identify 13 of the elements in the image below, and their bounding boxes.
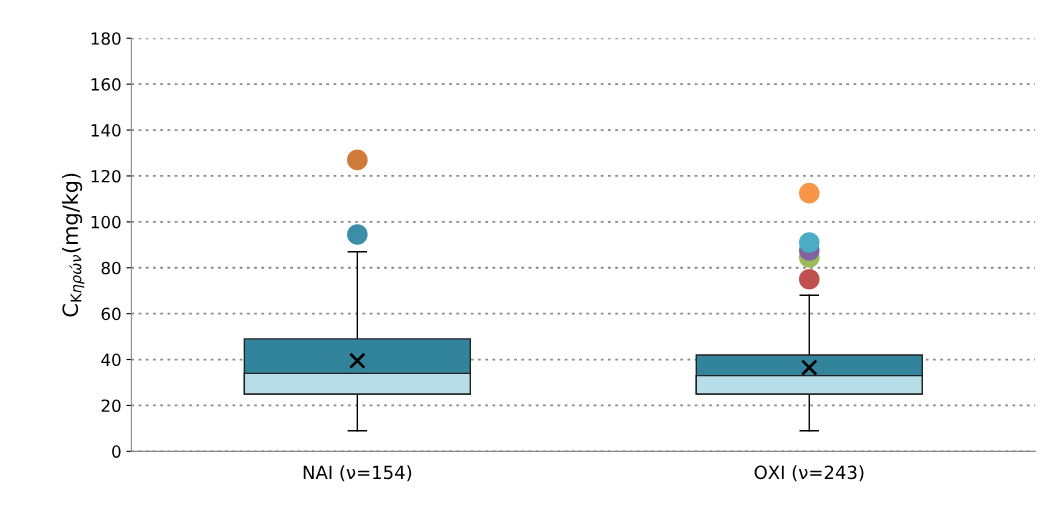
y-tick-label: 120 (91, 169, 121, 183)
y-tick-label: 140 (91, 124, 121, 137)
y-tick-label: 180 (91, 32, 121, 45)
y-tick-label: 40 (101, 353, 121, 367)
y-tick-label: 60 (101, 307, 121, 321)
x-tick-label: ΟΧΙ (ν=243) (754, 465, 864, 482)
y-tick-label: 100 (91, 215, 121, 229)
y-axis-title: C$_{Κηρών}$(mg/kg) (61, 173, 85, 317)
y-tick-label: 20 (101, 399, 121, 413)
y-tick-label: 0 (112, 445, 121, 458)
x-tick-label: ΝΑΙ (ν=154) (303, 465, 412, 482)
y-tick-label: 80 (101, 261, 121, 275)
y-tick-label: 160 (91, 78, 121, 91)
